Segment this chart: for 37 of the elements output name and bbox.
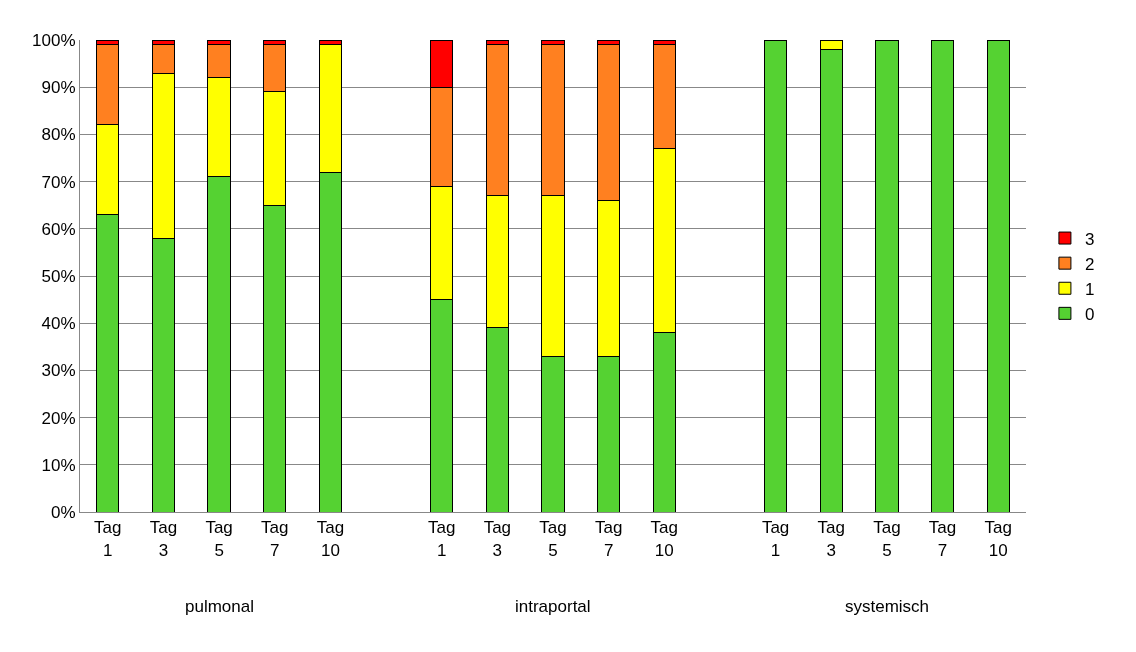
bar xyxy=(763,40,788,512)
y-tick-label: 20% xyxy=(41,408,76,428)
y-tick-label: 50% xyxy=(41,266,76,286)
x-tick-label: Tag 3 xyxy=(149,518,178,560)
x-tick-label: Tag 10 xyxy=(650,518,678,560)
y-tick-label: 60% xyxy=(41,219,76,239)
legend-label: 1 xyxy=(1084,279,1095,299)
y-tick-label: 90% xyxy=(41,78,76,98)
y-tick-label: 30% xyxy=(41,361,76,381)
x-tick-label: Tag 7 xyxy=(928,518,957,560)
y-tick-label: 0% xyxy=(51,502,76,522)
text: systemisch xyxy=(845,597,930,616)
x-tick-label: Tag 3 xyxy=(483,518,512,560)
text: intraportal xyxy=(515,597,591,616)
bar xyxy=(875,40,899,512)
x-tick-label: Tag 3 xyxy=(817,518,845,560)
legend-label: 2 xyxy=(1084,254,1095,274)
x-tick-label: Tag 7 xyxy=(261,518,289,560)
legend-label: 3 xyxy=(1084,229,1095,249)
x-tick-label: Tag 10 xyxy=(316,518,345,560)
y-tick-label: 10% xyxy=(41,455,76,475)
x-tick-label: Tag 5 xyxy=(539,518,567,560)
x-tick-label: Tag 10 xyxy=(984,518,1012,560)
x-tick-label: Tag 1 xyxy=(428,518,456,560)
x-tick-label: Tag 1 xyxy=(94,518,122,560)
y-tick-label: 80% xyxy=(41,125,76,145)
x-tick-label: Tag 5 xyxy=(205,518,233,560)
legend-label: 0 xyxy=(1084,304,1095,324)
x-tick-label: Tag 7 xyxy=(594,518,623,560)
text: pulmonal xyxy=(185,597,254,616)
x-tick-label: Tag 1 xyxy=(761,518,790,560)
y-tick-label: 70% xyxy=(41,172,76,192)
y-tick-label: 40% xyxy=(41,314,76,334)
bar xyxy=(930,40,955,512)
bar xyxy=(986,40,1010,512)
x-tick-label: Tag 5 xyxy=(873,518,901,560)
y-tick-label: 100% xyxy=(32,30,76,50)
